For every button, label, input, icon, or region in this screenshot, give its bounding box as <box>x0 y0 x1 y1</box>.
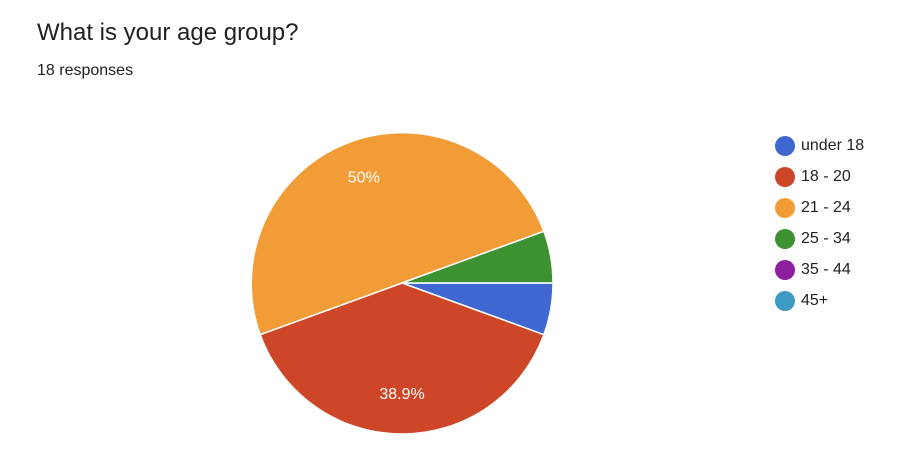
legend-label: 35 - 44 <box>801 260 851 278</box>
legend-swatch <box>775 259 795 280</box>
legend-swatch <box>775 166 795 187</box>
pie-slice-18-20 <box>259 282 545 435</box>
legend-label: 45+ <box>801 291 829 309</box>
legend-label: 21 - 24 <box>801 198 851 216</box>
legend-swatch <box>775 135 795 156</box>
legend-swatch <box>775 197 795 218</box>
pie-slice-label: 38.9% <box>379 386 424 403</box>
legend-item: under 18 <box>775 130 864 161</box>
pie-slice-21-24 <box>250 131 545 336</box>
legend-item: 35 - 44 <box>775 254 864 285</box>
legend-swatch <box>775 228 795 249</box>
question-title: What is your age group? <box>37 19 299 46</box>
legend-item: 21 - 24 <box>775 192 864 223</box>
legend-label: 25 - 34 <box>801 229 851 247</box>
legend-label: 18 - 20 <box>801 167 851 185</box>
pie-slice-25-34 <box>401 230 554 284</box>
pie-slices <box>250 131 554 435</box>
chart-legend: under 18 18 - 20 21 - 24 25 - 34 35 - 44 45+ <box>775 130 864 316</box>
legend-item: 25 - 34 <box>775 223 864 254</box>
pie-slice-label: 50% <box>348 170 380 187</box>
response-count: 18 responses <box>37 62 134 79</box>
pie-slice-labels: 38.9% 50% <box>348 170 425 404</box>
legend-item: 18 - 20 <box>775 161 864 192</box>
legend-label: under 18 <box>801 136 865 154</box>
legend-swatch <box>775 290 795 311</box>
legend-item: 45+ <box>775 285 864 316</box>
